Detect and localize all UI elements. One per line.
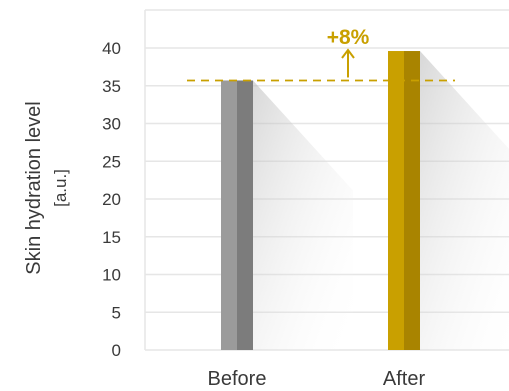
- bar-left-face: [388, 51, 404, 351]
- bar-shadow: [253, 80, 353, 350]
- bar-shadows: [253, 51, 509, 350]
- bar-left-face: [221, 80, 237, 350]
- bars: [221, 51, 420, 351]
- y-tick-label: 30: [102, 115, 121, 134]
- bar-right-face: [237, 80, 253, 350]
- y-tick-label: 15: [102, 228, 121, 247]
- y-tick-label: 5: [112, 303, 121, 322]
- bar-before: [221, 80, 253, 350]
- bar-right-face: [404, 51, 420, 351]
- y-tick-label: 10: [102, 266, 121, 285]
- y-axis-label: Skin hydration level: [23, 101, 45, 274]
- y-tick-label: 20: [102, 190, 121, 209]
- bar-shadow: [420, 51, 509, 350]
- reference-layer: +8%: [187, 26, 455, 82]
- x-category-labels: Before After: [208, 368, 426, 390]
- y-tick-label: 0: [112, 341, 121, 360]
- y-tick-label: 40: [102, 39, 121, 58]
- increase-annotation: +8%: [327, 26, 370, 49]
- x-category-label: After: [383, 368, 426, 390]
- bar-after: [388, 51, 420, 351]
- y-tick-label: 35: [102, 77, 121, 96]
- y-tick-label: 25: [102, 152, 121, 171]
- y-axis-unit-label: [a.u.]: [51, 169, 70, 207]
- increase-arrow-head: [341, 48, 355, 59]
- y-tick-labels: 0 5 10 15 20 25 30 35 40: [102, 39, 121, 360]
- x-category-label: Before: [208, 368, 267, 390]
